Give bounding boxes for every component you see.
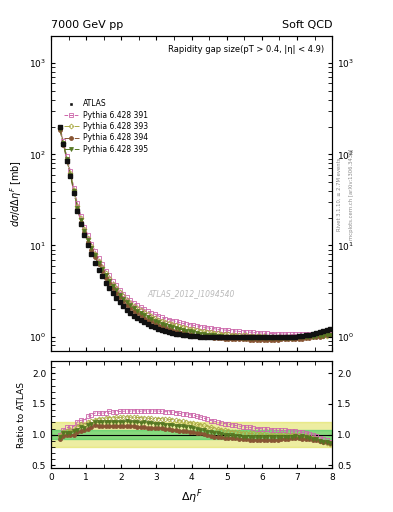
- Text: 7000 GeV pp: 7000 GeV pp: [51, 19, 123, 30]
- Bar: [51, 431, 332, 439]
- Bar: [51, 422, 332, 447]
- Legend: ATLAS, Pythia 6.428 391, Pythia 6.428 393, Pythia 6.428 394, Pythia 6.428 395: ATLAS, Pythia 6.428 391, Pythia 6.428 39…: [61, 96, 151, 157]
- Text: mcplots.cern.ch [arXiv:1306.3436]: mcplots.cern.ch [arXiv:1306.3436]: [349, 149, 354, 240]
- Text: Rivet 3.1.10, ≥ 2.7M events: Rivet 3.1.10, ≥ 2.7M events: [336, 158, 341, 231]
- Text: Soft QCD: Soft QCD: [282, 19, 332, 30]
- Y-axis label: $d\sigma / d\Delta\eta^F$ [mb]: $d\sigma / d\Delta\eta^F$ [mb]: [8, 160, 24, 227]
- Text: Rapidity gap size(pT > 0.4, |η| < 4.9): Rapidity gap size(pT > 0.4, |η| < 4.9): [167, 45, 324, 54]
- Text: ATLAS_2012_I1094540: ATLAS_2012_I1094540: [148, 290, 235, 298]
- Y-axis label: Ratio to ATLAS: Ratio to ATLAS: [17, 382, 26, 447]
- X-axis label: $\Delta\eta^F$: $\Delta\eta^F$: [181, 488, 202, 506]
